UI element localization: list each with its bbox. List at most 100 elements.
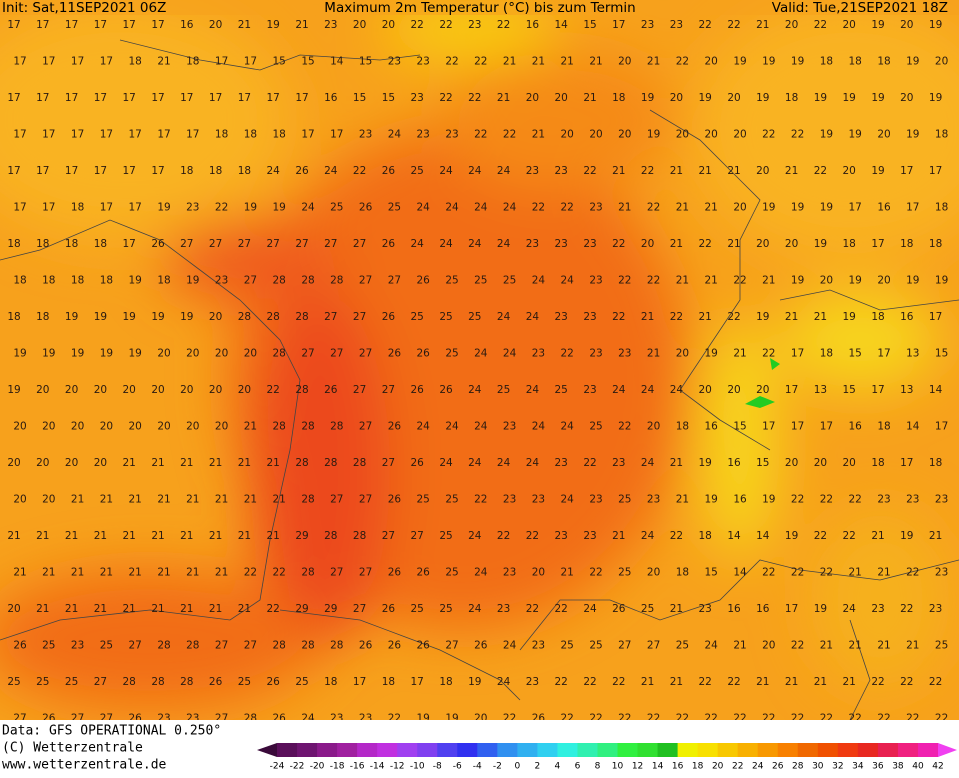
temperature-value: 19 (129, 275, 142, 287)
temperature-value: 20 (13, 494, 26, 506)
temperature-value: 20 (756, 384, 769, 396)
temperature-value: 19 (785, 530, 798, 542)
temperature-value: 27 (382, 384, 395, 396)
temperature-value: 17 (65, 165, 78, 177)
temperature-value: 21 (71, 567, 84, 579)
temperature-value: 21 (705, 202, 718, 214)
temperature-value: 24 (468, 165, 482, 177)
temperature-value: 25 (65, 676, 78, 688)
temperature-value: 20 (785, 238, 798, 250)
temperature-value: 19 (13, 348, 26, 360)
temperature-value: 23 (555, 311, 568, 323)
temperature-value: 18 (129, 56, 142, 68)
legend-swatch (377, 743, 398, 757)
temperature-value: 22 (762, 348, 775, 360)
legend-label: -4 (473, 762, 482, 772)
temperature-value: 19 (71, 348, 84, 360)
temperature-value: 26 (267, 676, 281, 688)
cold-spots (745, 358, 780, 408)
temperature-value: 17 (929, 311, 942, 323)
temperature-value: 26 (382, 238, 396, 250)
temperature-value: 23 (157, 713, 170, 725)
temperature-value: 22 (561, 713, 574, 725)
temperature-value: 25 (388, 202, 401, 214)
temperature-value: 22 (762, 567, 775, 579)
temperature-value: 23 (526, 165, 539, 177)
temperature-value: 19 (849, 275, 862, 287)
temperature-value: 20 (647, 567, 660, 579)
temperature-value: 20 (647, 421, 660, 433)
temperature-value: 22 (503, 713, 516, 725)
temperature-value: 21 (129, 567, 142, 579)
temperature-value: 28 (330, 421, 343, 433)
temperature-value: 24 (526, 457, 540, 469)
temperature-value: 21 (151, 457, 164, 469)
temperature-value: 17 (785, 384, 798, 396)
temperature-value: 24 (411, 238, 425, 250)
temperature-value: 17 (42, 129, 55, 141)
temperature-value: 21 (699, 311, 712, 323)
temperature-value: 17 (209, 92, 222, 104)
temperature-value: 21 (157, 56, 170, 68)
temperature-value: 16 (705, 421, 719, 433)
temperature-value: 21 (670, 238, 683, 250)
temperature-value: 17 (100, 129, 113, 141)
data-source: Data: GFS OPERATIONAL 0.250° (2, 724, 221, 739)
temperature-value: 17 (71, 56, 84, 68)
temperature-value: 24 (532, 421, 546, 433)
valid-time: Valid: Tue,21SEP2021 18Z (772, 0, 948, 16)
temperature-value: 22 (900, 603, 913, 615)
temperature-value: 20 (785, 457, 798, 469)
legend-swatch (737, 743, 759, 757)
temperature-value: 21 (151, 530, 164, 542)
temperature-value: 26 (532, 713, 546, 725)
temperature-value: 19 (906, 56, 919, 68)
temperature-value: 21 (151, 603, 164, 615)
temperature-value: 27 (330, 567, 343, 579)
temperature-value: 18 (929, 238, 942, 250)
temperature-value: 25 (445, 275, 458, 287)
temperature-value: 21 (756, 676, 769, 688)
temperature-value: 24 (474, 567, 488, 579)
temperature-value: 20 (157, 421, 170, 433)
temperature-value: 20 (877, 129, 890, 141)
temperature-value: 27 (71, 713, 84, 725)
legend-arrow-left (257, 743, 277, 757)
legend-label: 36 (872, 762, 884, 772)
temperature-value: 17 (785, 603, 798, 615)
temperature-value: 14 (727, 530, 741, 542)
temperature-value: 27 (382, 457, 395, 469)
temperature-value: 22 (445, 56, 458, 68)
temperature-value: 20 (215, 421, 228, 433)
temperature-value: 21 (612, 530, 625, 542)
temperature-value: 23 (324, 19, 337, 31)
temperature-value: 27 (330, 494, 343, 506)
legend-swatch (857, 743, 879, 757)
temperature-value: 20 (843, 165, 856, 177)
temperature-value: 19 (814, 92, 827, 104)
temperature-value: 18 (180, 165, 193, 177)
temperature-value: 23 (589, 348, 602, 360)
legend-label: -22 (290, 762, 305, 772)
temperature-value: 23 (330, 713, 343, 725)
legend-label: -10 (410, 762, 425, 772)
legend-swatch (917, 743, 939, 757)
temperature-value: 21 (618, 202, 631, 214)
temperature-value: 25 (468, 311, 481, 323)
temperature-value: 24 (474, 421, 488, 433)
temperature-value: 17 (94, 92, 107, 104)
temperature-value: 21 (36, 603, 49, 615)
temperature-value: 22 (503, 129, 516, 141)
temperature-value: 25 (439, 311, 452, 323)
temperature-value: 28 (273, 348, 286, 360)
legend-label: -2 (493, 762, 502, 772)
temperature-value: 17 (301, 129, 314, 141)
temperature-value: 14 (555, 19, 569, 31)
temperature-value: 17 (65, 92, 78, 104)
temperature-value: 22 (532, 202, 545, 214)
temperature-value: 18 (324, 676, 337, 688)
temperature-value: 25 (295, 676, 308, 688)
temperature-value: 21 (699, 165, 712, 177)
temperature-value: 20 (900, 92, 913, 104)
temperature-value: 17 (186, 129, 199, 141)
